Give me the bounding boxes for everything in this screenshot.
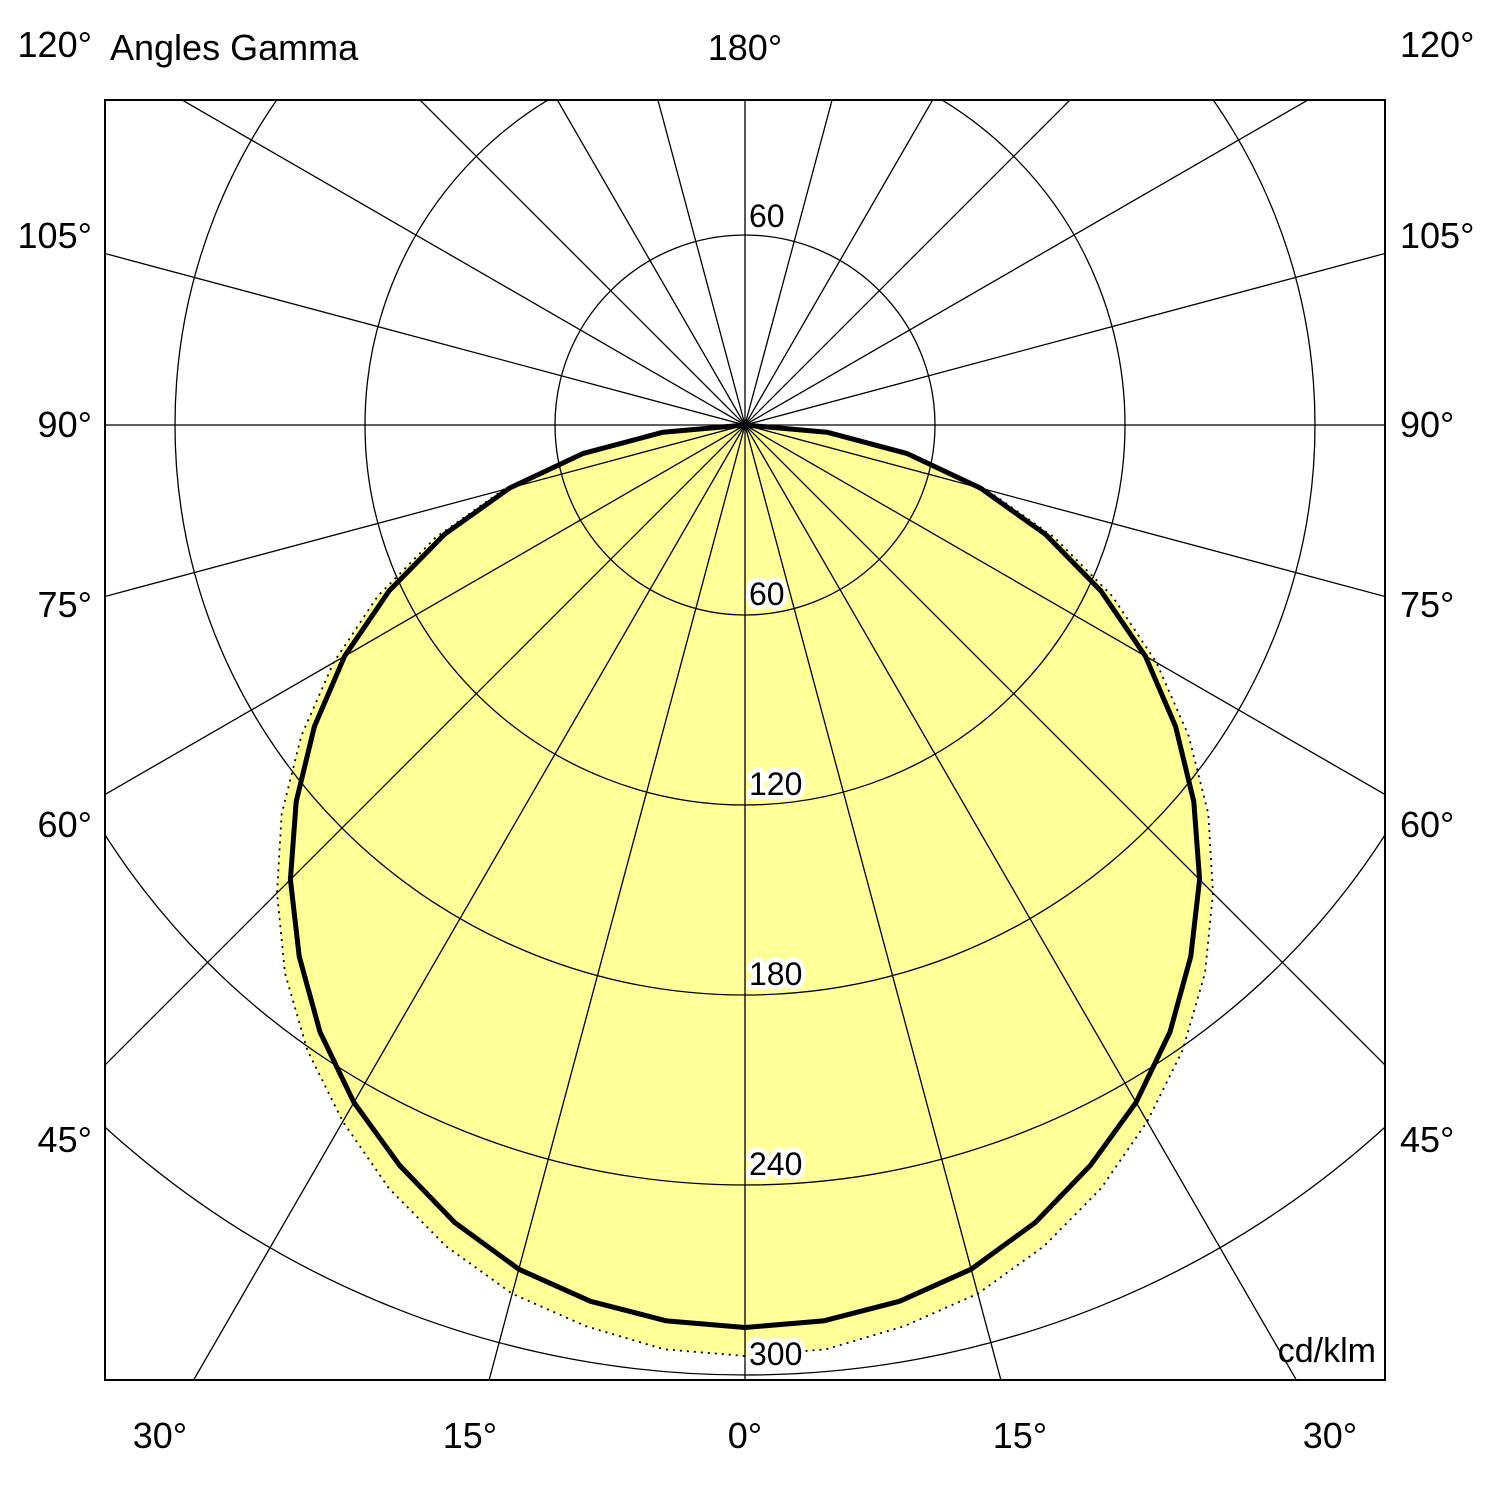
radial-tick-label: 240 xyxy=(749,1146,802,1182)
radial-tick-labels: 60 60 120 180 240 300 xyxy=(745,194,807,1377)
gamma-label-left: 45° xyxy=(38,1119,92,1160)
radial-tick-label: 120 xyxy=(749,766,802,802)
radial-grid-circle xyxy=(364,100,1126,806)
radial-grid-circle xyxy=(174,100,1316,996)
radial-grid-circle xyxy=(105,1125,1385,1376)
gamma-label-left: 60° xyxy=(38,804,92,845)
plot-frame xyxy=(104,99,1386,1381)
gamma-label-right: 45° xyxy=(1400,1119,1454,1160)
gamma-label-bottom: 15° xyxy=(443,1415,497,1456)
gamma-label-left: 120° xyxy=(18,24,92,65)
gamma-label-bottom: 30° xyxy=(133,1415,187,1456)
radial-grid-circle xyxy=(105,833,1385,1186)
distribution-curve-solid xyxy=(287,422,1203,1330)
gamma-axis-labels: 120° 105° 90° 75° 60° 45° 120° 105° 90° 75° 60° 45°… xyxy=(18,24,1475,1456)
gamma-label-right: 105° xyxy=(1400,215,1474,256)
radial-grid-circle xyxy=(554,234,936,616)
radial-tick-label: 180 xyxy=(749,956,802,992)
gamma-label-left: 75° xyxy=(38,584,92,625)
chart-title: Angles Gamma xyxy=(110,27,359,68)
distribution-curve-dotted xyxy=(276,424,1214,1357)
units-label: cd/klm xyxy=(1278,1332,1376,1370)
radial-tick-label: 60 xyxy=(749,198,785,234)
gamma-label-right: 75° xyxy=(1400,584,1454,625)
radial-tick-label: 300 xyxy=(749,1336,802,1372)
gamma-label-right: 120° xyxy=(1400,24,1474,65)
gamma-label-bottom: 15° xyxy=(993,1415,1047,1456)
gamma-label-bottom: 0° xyxy=(728,1415,762,1456)
radial-tick-label: 60 xyxy=(749,576,785,612)
gamma-label-left: 105° xyxy=(18,215,92,256)
gamma-label-right: 60° xyxy=(1400,804,1454,845)
gamma-label-right: 90° xyxy=(1400,404,1454,445)
gamma-label-bottom: 30° xyxy=(1303,1415,1357,1456)
gamma-label-top-center: 180° xyxy=(708,27,782,68)
gamma-label-left: 90° xyxy=(38,404,92,445)
